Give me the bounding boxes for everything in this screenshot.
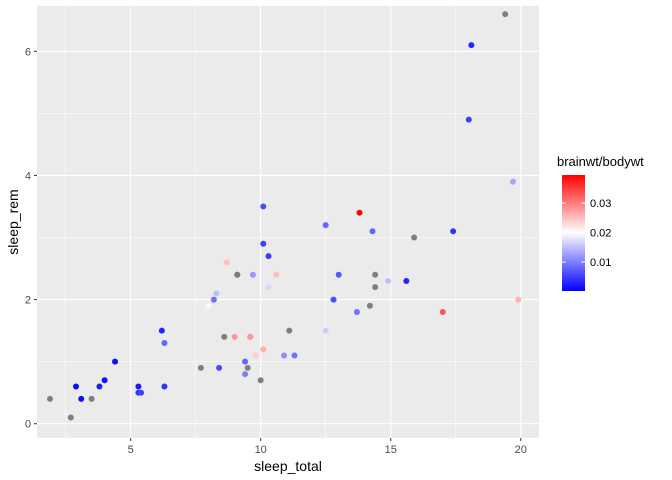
data-point (89, 396, 95, 402)
data-point (323, 222, 329, 228)
data-point (252, 352, 258, 358)
y-tick-label: 0 (25, 419, 31, 431)
data-point (323, 328, 329, 334)
data-point (370, 228, 376, 234)
x-axis: 5 10 15 20 (128, 438, 527, 456)
data-point (331, 297, 337, 303)
x-tick-label: 5 (128, 444, 134, 456)
data-point (466, 117, 472, 123)
data-point (213, 290, 219, 296)
y-tick-label: 2 (25, 295, 31, 307)
data-point (357, 210, 363, 216)
data-point (206, 303, 212, 309)
data-point (242, 359, 248, 365)
data-point (138, 390, 144, 396)
data-point (112, 359, 118, 365)
data-point (281, 352, 287, 358)
legend-tick-label: 0.02 (590, 228, 611, 240)
data-point (354, 309, 360, 315)
data-point (450, 228, 456, 234)
data-point (286, 328, 292, 334)
plot-panel (37, 6, 539, 438)
data-point (258, 377, 264, 383)
data-point (515, 297, 521, 303)
y-axis-title: sleep_rem (5, 189, 21, 254)
data-point (260, 346, 266, 352)
data-point (224, 259, 230, 265)
x-tick-label: 10 (255, 444, 267, 456)
data-point (372, 272, 378, 278)
data-point (135, 383, 141, 389)
y-tick-label: 4 (25, 170, 31, 182)
x-axis-title: sleep_total (254, 458, 322, 474)
data-point (245, 365, 251, 371)
data-point (161, 340, 167, 346)
data-point (411, 235, 417, 241)
data-point (216, 365, 222, 371)
data-point (73, 383, 79, 389)
data-point (159, 328, 165, 334)
data-point (234, 272, 240, 278)
data-point (161, 383, 167, 389)
data-point (221, 334, 227, 340)
data-point (336, 272, 342, 278)
data-point (502, 11, 508, 17)
x-tick-label: 20 (515, 444, 527, 456)
data-point (47, 396, 53, 402)
data-point (440, 309, 446, 315)
data-point (367, 303, 373, 309)
y-axis: 0 2 4 6 (25, 46, 37, 430)
data-point (250, 272, 256, 278)
data-point (96, 383, 102, 389)
data-point (385, 278, 391, 284)
color-legend: brainwt/bodywt 0.01 0.02 0.03 (557, 154, 644, 291)
data-point (78, 396, 84, 402)
data-point (260, 203, 266, 209)
data-point (265, 253, 271, 259)
x-tick-label: 15 (385, 444, 397, 456)
data-point (242, 371, 248, 377)
data-point (211, 297, 217, 303)
data-point (247, 334, 253, 340)
legend-title: brainwt/bodywt (557, 154, 644, 169)
data-point (468, 42, 474, 48)
data-point (292, 352, 298, 358)
data-point (102, 377, 108, 383)
data-point (68, 415, 74, 421)
legend-tick-label: 0.01 (590, 257, 611, 269)
data-point (510, 179, 516, 185)
data-point (198, 365, 204, 371)
data-point (265, 284, 271, 290)
data-point (372, 284, 378, 290)
legend-tick-label: 0.03 (590, 198, 611, 210)
data-point (260, 241, 266, 247)
y-tick-label: 6 (25, 46, 31, 58)
data-point (232, 334, 238, 340)
data-point (273, 272, 279, 278)
data-point (403, 278, 409, 284)
